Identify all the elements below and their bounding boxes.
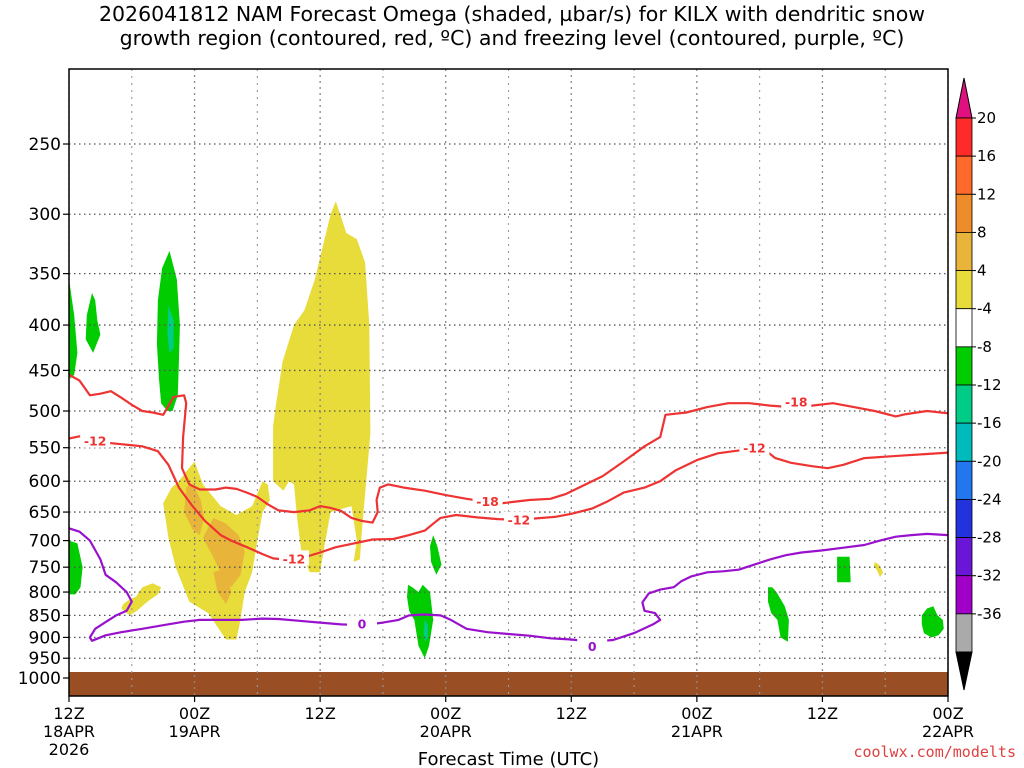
omega-region	[85, 292, 101, 353]
omega-region	[407, 584, 434, 659]
omega-region	[69, 279, 78, 379]
y-tick-label: 650	[29, 503, 61, 523]
colorbar-swatch	[955, 155, 973, 195]
colorbar-label: -16	[977, 414, 1002, 432]
chart-title: 2026041812 NAM Forecast Omega (shaded, µ…	[98, 2, 926, 50]
x-tick-date: 21APR	[671, 722, 723, 741]
x-tick-date: 18APR	[43, 722, 95, 741]
colorbar-label: -24	[977, 490, 1002, 508]
omega-region	[213, 569, 232, 604]
colorbar-swatch	[955, 193, 973, 233]
omega-region	[273, 201, 371, 573]
colorbar-swatch	[955, 232, 973, 271]
x-tick-date: 20APR	[420, 722, 472, 741]
omega-region	[921, 606, 944, 638]
isotherm-0	[69, 527, 948, 643]
plot-frame	[68, 68, 949, 697]
y-tick-label: 1000	[18, 669, 61, 689]
y-tick-label: 300	[29, 205, 61, 225]
isotherm-label: -12	[84, 434, 107, 449]
isotherm--18	[69, 373, 948, 524]
y-tick-label: 800	[29, 583, 61, 603]
omega-region	[873, 562, 884, 578]
y-tick-label: 750	[29, 558, 61, 578]
x-tick-date: 22APR	[922, 722, 974, 741]
omega-region	[837, 556, 851, 583]
x-tick-label: 12Z	[304, 704, 335, 723]
colorbar-swatch	[955, 346, 973, 386]
colorbar-swatch	[955, 537, 973, 577]
colorbar-swatch	[955, 270, 973, 310]
colorbar-bottom-arrow	[955, 651, 973, 691]
colorbar-top-arrow	[955, 77, 973, 119]
omega-region	[423, 619, 428, 642]
colorbar-label: -36	[977, 605, 1002, 623]
isotherm-label: 0	[588, 639, 597, 654]
colorbar-label: -28	[977, 529, 1002, 547]
isotherm--12	[69, 435, 948, 561]
omega-region	[202, 517, 245, 588]
x-tick-label: 00Z	[681, 704, 712, 723]
y-tick-label: 400	[29, 316, 61, 336]
colorbar-swatch	[955, 308, 973, 348]
y-tick-label: 950	[29, 649, 61, 669]
x-tick-label: 00Z	[179, 704, 210, 723]
y-tick-label: 850	[29, 606, 61, 626]
y-tick-label: 600	[29, 472, 61, 492]
x-tick-label: 12Z	[556, 704, 587, 723]
colorbar-swatch	[955, 117, 973, 157]
y-tick-label: 250	[29, 135, 61, 155]
y-tick-label: 350	[29, 265, 61, 285]
colorbar-label: 4	[977, 262, 987, 280]
isotherm-label: -12	[743, 441, 766, 456]
colorbar-label: -32	[977, 567, 1002, 585]
isotherm-label: -18	[785, 395, 808, 410]
plot-content	[69, 69, 948, 696]
isotherm-label: -12	[283, 551, 306, 566]
y-tick-label: 700	[29, 532, 61, 552]
colorbar-swatch	[955, 422, 973, 462]
colorbar-label: 8	[977, 223, 987, 241]
colorbar-label: 12	[977, 185, 996, 203]
colorbar-label: -20	[977, 452, 1002, 470]
colorbar-label: -12	[977, 376, 1002, 394]
omega-region	[121, 583, 162, 616]
y-tick-label: 550	[29, 439, 61, 459]
colorbar-swatch	[955, 613, 973, 653]
y-tick-label: 500	[29, 402, 61, 422]
colorbar-label: -8	[977, 338, 992, 356]
isotherm-label: 0	[358, 616, 367, 631]
credit-text[interactable]: coolwx.com/modelts	[853, 743, 1016, 761]
colorbar-label: 16	[977, 147, 996, 165]
colorbar-label: 20	[977, 109, 996, 127]
isotherm-label: -12	[508, 513, 531, 528]
y-tick-label: 900	[29, 628, 61, 648]
x-tick-label: 12Z	[807, 704, 838, 723]
x-tick-label: 00Z	[430, 704, 461, 723]
omega-region	[167, 305, 174, 353]
colorbar-swatch	[955, 499, 973, 538]
omega-region	[768, 587, 789, 642]
colorbar-swatch	[955, 460, 973, 500]
omega-region	[430, 535, 442, 575]
omega-region	[184, 484, 204, 536]
colorbar-label: -4	[977, 300, 992, 318]
x-tick-date: 19APR	[169, 722, 221, 741]
y-tick-label: 450	[29, 361, 61, 381]
x-axis-label: Forecast Time (UTC)	[418, 749, 599, 768]
x-tick-year: 2026	[49, 740, 90, 759]
colorbar-swatch	[955, 575, 973, 615]
omega-region	[69, 540, 83, 595]
colorbar-swatch	[955, 384, 973, 424]
isotherm-label: -18	[476, 494, 499, 509]
x-tick-label: 00Z	[932, 704, 963, 723]
x-tick-label: 12Z	[53, 704, 84, 723]
